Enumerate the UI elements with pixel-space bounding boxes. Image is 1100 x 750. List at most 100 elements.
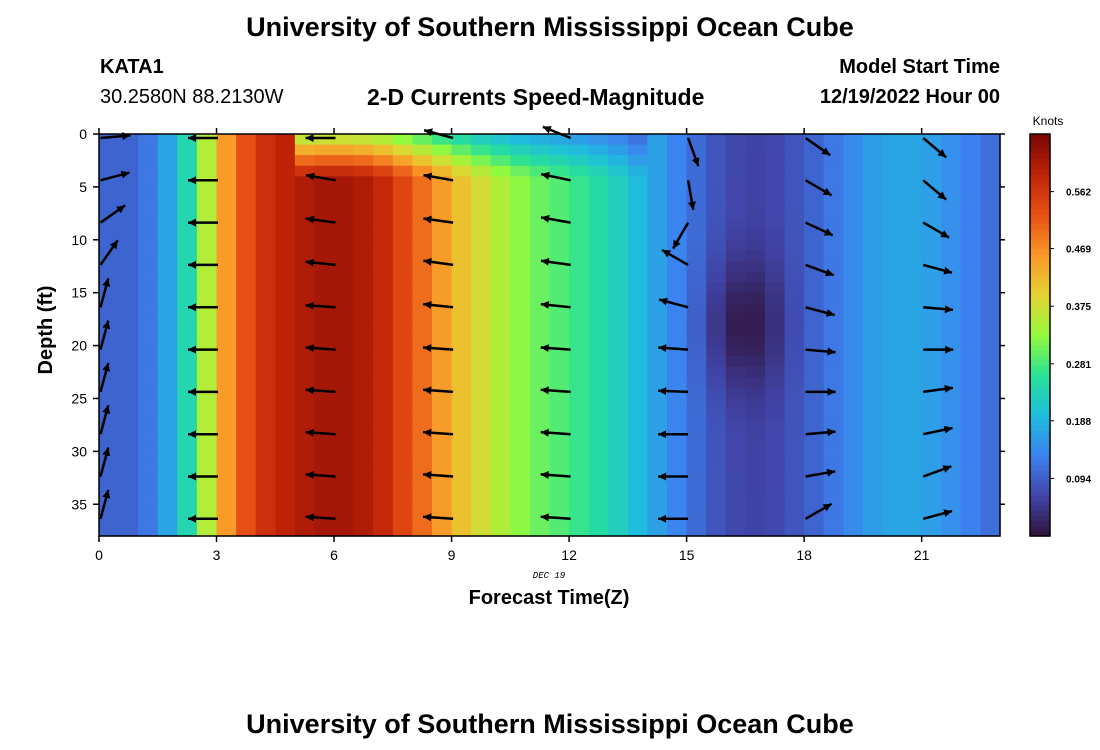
heatmap-cell bbox=[451, 271, 472, 283]
heatmap-cell bbox=[392, 282, 413, 294]
heatmap-cell bbox=[177, 525, 198, 537]
heatmap-cell bbox=[118, 229, 139, 241]
heatmap-cell bbox=[960, 260, 982, 273]
heatmap-cell bbox=[549, 398, 570, 410]
heatmap-cell bbox=[314, 260, 335, 273]
heatmap-cell bbox=[471, 493, 492, 505]
heatmap-cell bbox=[510, 366, 531, 378]
heatmap-cell bbox=[823, 356, 844, 368]
heatmap-cell bbox=[608, 176, 629, 188]
heatmap-cell bbox=[608, 483, 629, 495]
heatmap-cell bbox=[549, 229, 570, 241]
heatmap-cell bbox=[334, 377, 355, 389]
heatmap-cell bbox=[314, 440, 335, 452]
heatmap-cell bbox=[118, 260, 139, 273]
heatmap-cell bbox=[960, 356, 982, 368]
heatmap-cell bbox=[236, 504, 257, 516]
heatmap-cell bbox=[725, 134, 746, 146]
heatmap-cell bbox=[764, 419, 786, 431]
heatmap-cell bbox=[118, 483, 139, 495]
heatmap-cell bbox=[314, 366, 335, 378]
heatmap-cell bbox=[784, 239, 805, 251]
heatmap-cell bbox=[138, 134, 159, 146]
heatmap-cell bbox=[255, 282, 276, 294]
heatmap-cell bbox=[490, 504, 511, 516]
heatmap-cell bbox=[510, 176, 531, 188]
heatmap-cell bbox=[510, 419, 531, 431]
heatmap-cell bbox=[353, 282, 374, 294]
heatmap-cell bbox=[941, 292, 962, 304]
heatmap-cell bbox=[745, 377, 766, 389]
heatmap-cell bbox=[118, 387, 139, 400]
heatmap-cell bbox=[667, 461, 688, 474]
heatmap-cell bbox=[177, 324, 198, 336]
heatmap-cell bbox=[764, 525, 786, 537]
current-vector bbox=[188, 430, 218, 439]
heatmap-cell bbox=[510, 134, 531, 146]
heatmap-cell bbox=[373, 461, 394, 474]
heatmap-cell bbox=[980, 250, 1001, 262]
heatmap-cell bbox=[431, 239, 453, 251]
heatmap-cell bbox=[804, 366, 825, 378]
heatmap-cell bbox=[764, 176, 786, 188]
heatmap-cell bbox=[902, 155, 923, 167]
heatmap-cell bbox=[431, 155, 453, 167]
heatmap-cell bbox=[275, 440, 296, 452]
heatmap-cell bbox=[882, 165, 903, 177]
heatmap-cell bbox=[275, 155, 296, 167]
heatmap-cell bbox=[804, 525, 825, 537]
heatmap-cell bbox=[99, 271, 120, 283]
heatmap-cell bbox=[431, 504, 453, 516]
heatmap-cell bbox=[236, 218, 257, 230]
heatmap-cell bbox=[804, 239, 825, 251]
heatmap-cell bbox=[275, 218, 296, 230]
heatmap-cell bbox=[236, 440, 257, 452]
heatmap-cell bbox=[941, 313, 962, 326]
heatmap-cell bbox=[706, 345, 727, 357]
current-vector bbox=[922, 425, 953, 436]
heatmap-cell bbox=[706, 144, 727, 156]
heatmap-cell bbox=[725, 493, 746, 505]
heatmap-cell bbox=[882, 260, 903, 273]
heatmap-cell bbox=[99, 430, 120, 442]
heatmap-cell bbox=[490, 398, 511, 410]
heatmap-cell bbox=[510, 324, 531, 336]
heatmap-cell bbox=[236, 430, 257, 442]
heatmap-cell bbox=[334, 260, 355, 273]
heatmap-cell bbox=[236, 324, 257, 336]
heatmap-cell bbox=[588, 292, 609, 304]
heatmap-cell bbox=[431, 335, 453, 347]
heatmap-cell bbox=[177, 292, 198, 304]
heatmap-cell bbox=[353, 451, 374, 463]
heatmap-cell bbox=[823, 440, 844, 452]
heatmap-cell bbox=[510, 218, 531, 230]
heatmap-cell bbox=[921, 250, 942, 262]
heatmap-cell bbox=[490, 197, 511, 209]
heatmap-cell bbox=[941, 229, 962, 241]
heatmap-cell bbox=[392, 303, 413, 315]
heatmap-cell bbox=[764, 186, 786, 199]
colorbar-segment bbox=[1030, 174, 1050, 180]
heatmap-cell bbox=[294, 282, 316, 294]
heatmap-cell bbox=[373, 260, 394, 273]
heatmap-cell bbox=[549, 165, 570, 177]
heatmap-cell bbox=[529, 345, 551, 357]
heatmap-cell bbox=[823, 493, 844, 505]
heatmap-cell bbox=[334, 345, 355, 357]
heatmap-cell bbox=[431, 165, 453, 177]
heatmap-cell bbox=[294, 419, 316, 431]
heatmap-cell bbox=[510, 430, 531, 442]
heatmap-cell bbox=[882, 409, 903, 421]
colorbar-segment bbox=[1030, 179, 1050, 185]
heatmap-cell bbox=[843, 229, 864, 241]
heatmap-cell bbox=[784, 176, 805, 188]
heatmap-cell bbox=[118, 430, 139, 442]
heatmap-cell bbox=[373, 345, 394, 357]
current-vector bbox=[99, 320, 111, 350]
heatmap-cell bbox=[275, 345, 296, 357]
heatmap-cell bbox=[569, 324, 590, 336]
heatmap-cell bbox=[569, 144, 590, 156]
current-vector bbox=[658, 472, 689, 481]
heatmap-cell bbox=[451, 218, 472, 230]
heatmap-cell bbox=[902, 144, 923, 156]
